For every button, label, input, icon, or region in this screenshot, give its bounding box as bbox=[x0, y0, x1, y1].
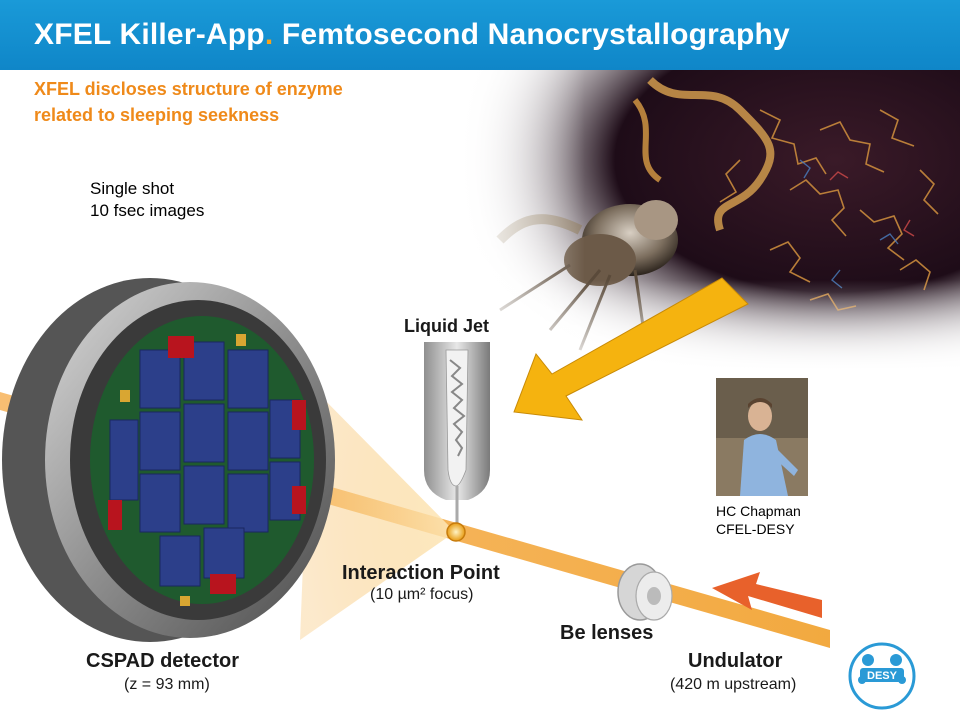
credit-affiliation: CFEL-DESY bbox=[716, 521, 795, 537]
presenter-illustration bbox=[716, 378, 808, 496]
be-lenses bbox=[617, 563, 673, 621]
shot-info-line-1: Single shot bbox=[90, 179, 175, 198]
credit-name: HC Chapman bbox=[716, 503, 801, 519]
subtitle-line-2: related to sleeping seekness bbox=[34, 105, 280, 125]
desy-logo: DESY bbox=[848, 642, 916, 710]
title-part-2: Femtosecond Nanocrystallography bbox=[273, 18, 790, 51]
slide-title: XFEL Killer-App. Femtosecond Nanocrystal… bbox=[34, 18, 790, 52]
cspad-distance-label: (z = 93 mm) bbox=[124, 676, 210, 693]
undulator-distance-label: (420 m upstream) bbox=[670, 676, 797, 693]
undulator-arrow bbox=[712, 572, 822, 618]
shot-info: Single shot 10 fsec images bbox=[90, 178, 204, 222]
title-part-1: XFEL Killer-App bbox=[34, 18, 265, 51]
interaction-focus-label: (10 µm² focus) bbox=[370, 586, 474, 603]
title-dot: . bbox=[264, 18, 274, 51]
undulator-label: Undulator bbox=[688, 650, 783, 672]
be-lenses-label: Be lenses bbox=[560, 622, 654, 644]
cspad-label: CSPAD detector bbox=[86, 650, 239, 672]
presenter-photo bbox=[716, 378, 808, 496]
subtitle-line-1: XFEL discloses structure of enzyme bbox=[34, 79, 343, 99]
interaction-point-label: Interaction Point bbox=[342, 562, 500, 584]
title-bar: XFEL Killer-App. Femtosecond Nanocrystal… bbox=[0, 0, 960, 70]
yellow-arrow bbox=[513, 277, 749, 421]
slide-subtitle: XFEL discloses structure of enzyme relat… bbox=[34, 76, 414, 128]
interaction-point-marker bbox=[446, 522, 466, 542]
cspad-detector bbox=[2, 278, 335, 642]
liquid-jet-nozzle bbox=[424, 342, 490, 526]
scattering-cone bbox=[300, 385, 455, 640]
desy-logo-text: DESY bbox=[867, 670, 898, 682]
liquid-jet-label: Liquid Jet bbox=[404, 316, 489, 336]
photo-credit: HC Chapman CFEL-DESY bbox=[716, 502, 801, 538]
shot-info-line-2: 10 fsec images bbox=[90, 201, 205, 220]
